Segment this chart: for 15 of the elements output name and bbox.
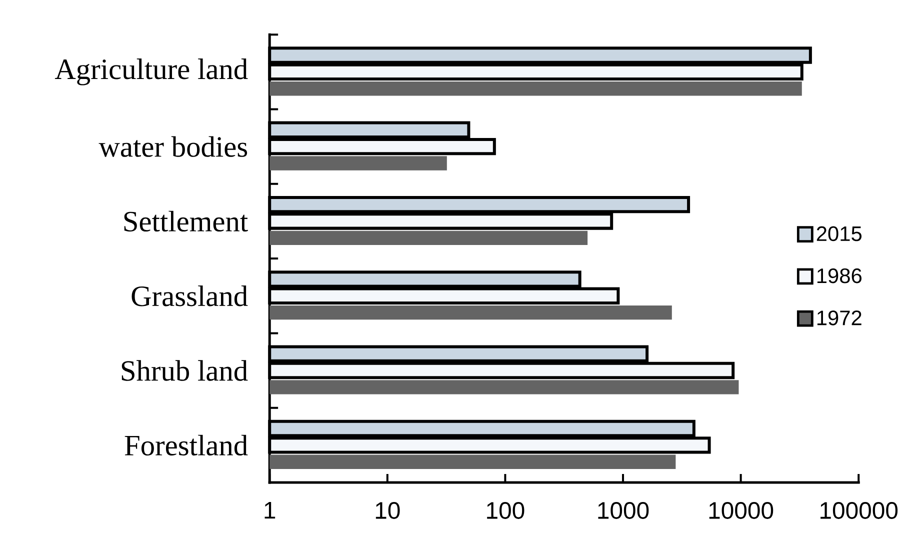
legend-label: 2015 <box>816 226 862 242</box>
legend-label: 1972 <box>817 310 862 326</box>
y-tick-label: Shrub land <box>122 360 248 381</box>
x-tick-label: 100000 <box>820 502 898 519</box>
x-tick-label: 1 <box>264 502 276 518</box>
y-tick-label: Grassland <box>132 286 248 306</box>
y-tick-label: Forestland <box>124 434 248 456</box>
y-tick-label: water bodies <box>98 136 248 157</box>
x-tick-label: 1000 <box>598 502 649 519</box>
x-tick-label: 10 <box>376 502 400 519</box>
y-tick-label: Agriculture land <box>54 58 248 86</box>
x-tick-label: 100 <box>487 502 524 519</box>
legend-label: 1986 <box>817 268 862 284</box>
x-tick-label: 10000 <box>709 502 774 519</box>
y-tick-label: Settlement <box>124 210 248 232</box>
